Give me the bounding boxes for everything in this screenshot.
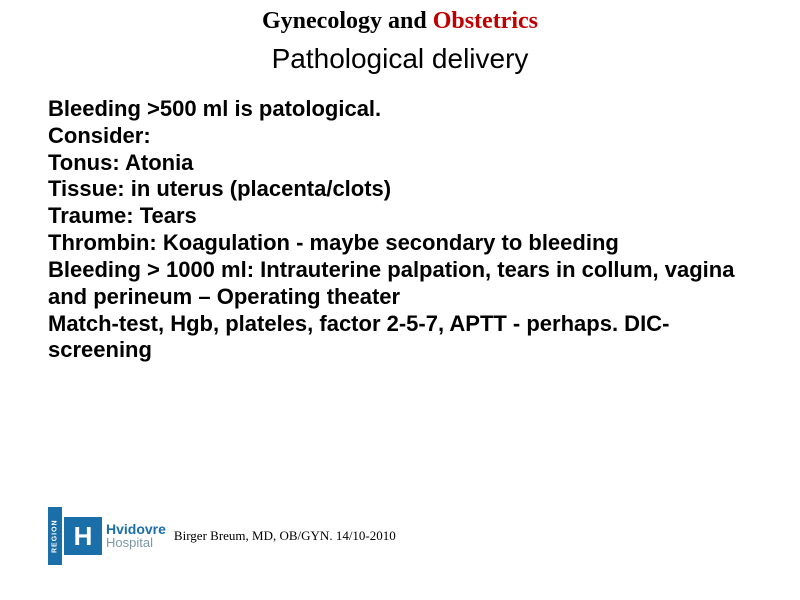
slide: Gynecology and Obstetrics Pathological d…	[0, 0, 800, 600]
body-line: Tonus: Atonia	[48, 150, 770, 177]
body-line: Consider:	[48, 123, 770, 150]
body-line: Match-test, Hgb, plateles, factor 2-5-7,…	[48, 311, 770, 365]
footer: REGION H Hvidovre Hospital Birger Breum,…	[48, 507, 396, 565]
logo-h-icon: H	[64, 517, 102, 555]
page-header: Gynecology and Obstetrics	[0, 0, 800, 35]
hospital-name-top: Hvidovre	[106, 522, 166, 536]
region-bar: REGION	[48, 507, 62, 565]
hospital-name-bottom: Hospital	[106, 536, 166, 550]
header-part-2: Obstetrics	[433, 8, 538, 34]
body-line: Thrombin: Koagulation - maybe secondary …	[48, 230, 770, 257]
body-line: Bleeding >500 ml is patological.	[48, 96, 770, 123]
hospital-name: Hvidovre Hospital	[106, 522, 166, 550]
body-line: Tissue: in uterus (placenta/clots)	[48, 176, 770, 203]
body-line: Bleeding > 1000 ml: Intrauterine palpati…	[48, 257, 770, 311]
body-line: Traume: Tears	[48, 203, 770, 230]
author-line: Birger Breum, MD, OB/GYN. 14/10-2010	[174, 528, 396, 544]
page-subtitle: Pathological delivery	[0, 43, 800, 75]
header-part-1: Gynecology and	[262, 8, 433, 34]
body-content: Bleeding >500 ml is patological. Conside…	[48, 96, 770, 364]
hospital-logo: REGION H Hvidovre Hospital	[48, 507, 166, 565]
